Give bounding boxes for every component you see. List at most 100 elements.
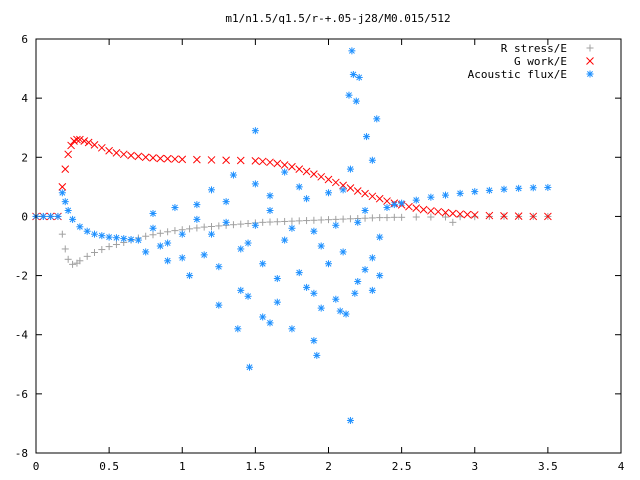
data-point — [171, 155, 179, 163]
data-point-stroke — [514, 212, 523, 220]
data-point — [112, 148, 121, 157]
data-point — [54, 212, 62, 220]
data-point — [500, 185, 508, 193]
data-point — [336, 307, 344, 315]
data-point — [313, 351, 321, 359]
data-point — [208, 230, 215, 238]
data-point — [141, 153, 150, 162]
data-point-stroke — [91, 231, 98, 238]
data-point-stroke — [332, 296, 339, 303]
data-point-stroke — [515, 185, 522, 192]
data-point — [331, 178, 340, 187]
data-point-stroke — [383, 197, 391, 205]
data-point-stroke — [346, 184, 355, 192]
chart-title: m1/n1.5/q1.5/r-+.05-j28/M0.015/512 — [225, 12, 450, 25]
data-point-stroke — [419, 205, 428, 214]
data-point — [76, 135, 84, 144]
data-point-stroke — [361, 189, 369, 198]
data-point — [76, 223, 84, 231]
data-point — [178, 230, 186, 238]
data-point — [105, 243, 113, 251]
data-point — [234, 325, 242, 333]
data-point-stroke — [267, 207, 273, 214]
data-point — [295, 269, 303, 277]
data-point — [342, 310, 350, 318]
data-point — [375, 194, 384, 203]
data-point-stroke — [113, 234, 120, 241]
data-point-stroke — [252, 127, 259, 134]
data-point — [273, 275, 281, 283]
data-point-stroke — [354, 278, 361, 285]
data-point — [280, 161, 289, 169]
data-point-stroke — [318, 305, 325, 312]
data-point-stroke — [325, 260, 332, 267]
data-point — [351, 289, 359, 297]
data-point-stroke — [112, 148, 121, 157]
data-point — [134, 152, 143, 161]
data-point — [317, 216, 325, 224]
plot-frame — [35, 38, 622, 454]
data-point-stroke — [150, 210, 156, 217]
data-point — [149, 224, 157, 232]
data-point — [112, 241, 120, 249]
data-point — [208, 186, 215, 194]
data-point — [200, 251, 208, 259]
data-point — [251, 180, 259, 188]
data-point — [354, 277, 362, 285]
data-point-stroke — [486, 187, 493, 194]
data-point-stroke — [208, 231, 215, 238]
data-point-stroke — [274, 275, 281, 282]
data-point-stroke — [149, 154, 157, 162]
x-tick-label: 4 — [618, 460, 625, 473]
data-point — [310, 216, 318, 224]
data-point — [58, 183, 67, 191]
data-point-stroke — [457, 190, 464, 197]
data-point-stroke — [69, 216, 76, 223]
data-point — [376, 272, 384, 280]
data-point — [325, 260, 332, 268]
data-point-stroke — [281, 169, 288, 176]
data-point-stroke — [456, 210, 464, 218]
data-point — [178, 254, 186, 262]
data-point-stroke — [134, 152, 143, 161]
data-point-stroke — [369, 287, 376, 294]
data-point — [288, 217, 296, 225]
data-point — [348, 47, 356, 55]
y-tick-label: -2 — [15, 270, 28, 283]
data-point — [193, 224, 201, 232]
data-point — [149, 231, 157, 239]
y-tick-label: -4 — [15, 329, 29, 342]
data-point-stroke — [332, 222, 339, 229]
data-point — [281, 236, 289, 244]
data-point-stroke — [427, 206, 435, 215]
data-point-stroke — [208, 186, 215, 193]
data-point-stroke — [193, 155, 201, 164]
data-point — [325, 216, 332, 224]
data-point-stroke — [76, 135, 84, 144]
data-point — [244, 220, 252, 228]
data-point — [398, 199, 406, 207]
data-point-stroke — [105, 146, 113, 155]
series-1 — [32, 135, 552, 221]
data-point-stroke — [252, 222, 259, 229]
x-tick-label: 3 — [471, 460, 478, 473]
data-point — [427, 206, 435, 215]
data-point-stroke — [258, 157, 267, 166]
data-point-stroke — [347, 166, 354, 173]
data-point-stroke — [427, 194, 434, 201]
data-point — [259, 260, 267, 268]
data-point — [471, 188, 479, 196]
data-point — [368, 156, 376, 164]
data-point-stroke — [201, 251, 208, 258]
data-point — [449, 218, 457, 226]
data-point — [149, 154, 157, 162]
x-tick-label: 1 — [179, 460, 186, 473]
data-point — [412, 196, 420, 204]
data-point — [105, 233, 113, 241]
data-point-stroke — [331, 178, 340, 187]
data-point-stroke — [273, 159, 282, 168]
x-tick-label: 2.5 — [392, 460, 412, 473]
data-point-stroke — [303, 284, 310, 291]
data-point — [310, 289, 318, 297]
